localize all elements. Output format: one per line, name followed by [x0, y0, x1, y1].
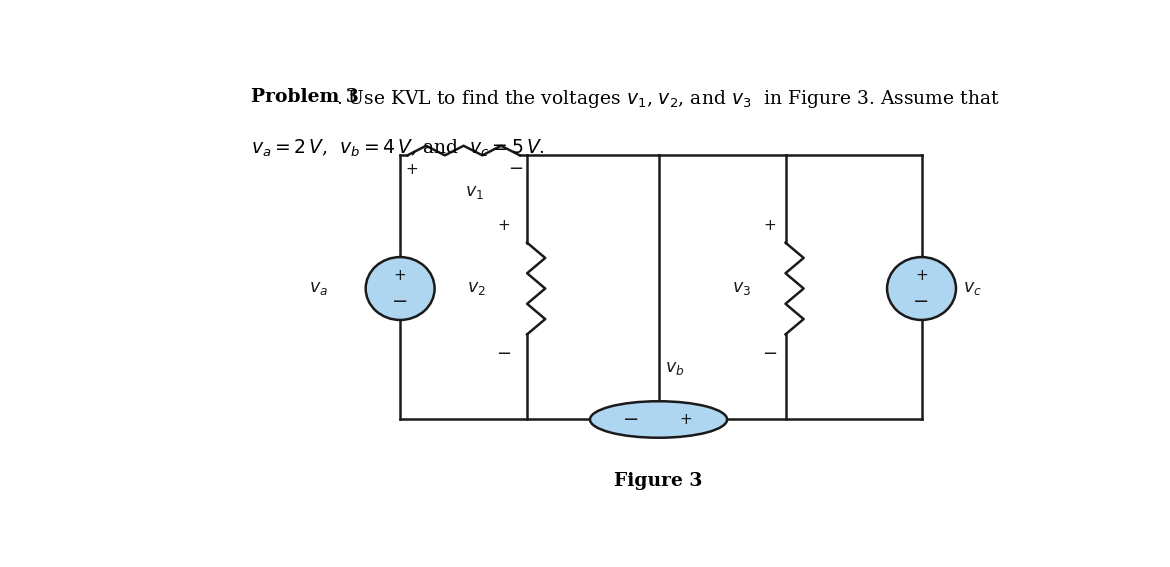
Ellipse shape — [366, 257, 434, 320]
Ellipse shape — [590, 401, 727, 438]
Text: −: − — [496, 345, 511, 363]
Text: $v_3$: $v_3$ — [732, 280, 751, 297]
Text: −: − — [508, 160, 523, 179]
Text: +: + — [764, 218, 777, 232]
Text: +: + — [406, 162, 419, 177]
Text: $v_a = 2\,V$,  $v_b = 4\,V$, and  $v_c = 5\,V$.: $v_a = 2\,V$, $v_b = 4\,V$, and $v_c = 5… — [250, 138, 544, 159]
Text: −: − — [622, 410, 639, 429]
Text: −: − — [763, 345, 778, 363]
Text: $v_a$: $v_a$ — [309, 280, 328, 297]
Text: $v_c$: $v_c$ — [963, 280, 982, 297]
Text: +: + — [497, 218, 510, 232]
Ellipse shape — [887, 257, 956, 320]
Text: $v_b$: $v_b$ — [666, 360, 684, 377]
Text: +: + — [680, 412, 693, 427]
Text: $v_2$: $v_2$ — [468, 280, 487, 297]
Text: . Use KVL to find the voltages $v_1$, $v_2$, and $v_3$  in Figure 3. Assume that: . Use KVL to find the voltages $v_1$, $v… — [336, 88, 999, 109]
Text: +: + — [915, 268, 928, 284]
Text: −: − — [914, 291, 930, 311]
Text: +: + — [394, 268, 406, 284]
Text: −: − — [392, 291, 408, 311]
Text: $v_1$: $v_1$ — [464, 184, 484, 201]
Text: Figure 3: Figure 3 — [614, 472, 703, 490]
Text: Problem 3: Problem 3 — [250, 88, 358, 105]
